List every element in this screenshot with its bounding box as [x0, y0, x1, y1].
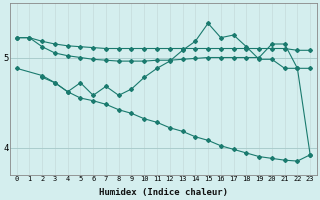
X-axis label: Humidex (Indice chaleur): Humidex (Indice chaleur)	[99, 188, 228, 197]
